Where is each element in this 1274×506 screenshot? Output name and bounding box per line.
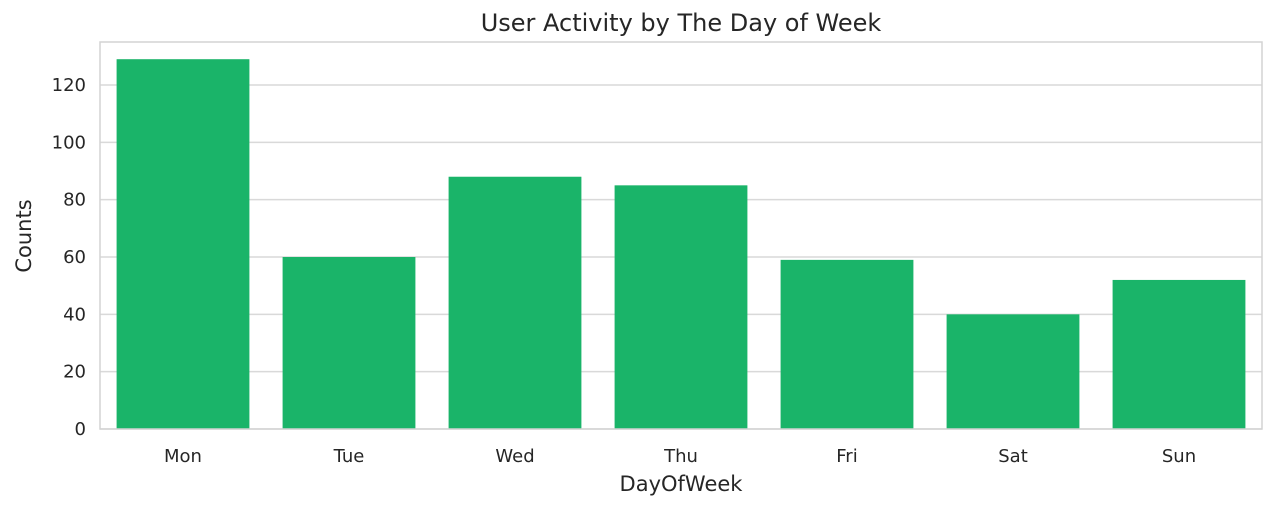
bar-fri [780,259,914,429]
y-tick-label: 0 [75,419,86,440]
y-tick-label: 20 [63,362,86,383]
chart-title: User Activity by The Day of Week [481,9,882,37]
x-tick-label: Sun [1162,446,1196,467]
bar-sat [946,314,1080,429]
x-tick-label: Tue [333,446,365,467]
x-tick-label: Fri [836,446,857,467]
bar-thu [614,185,748,429]
x-axis-label: DayOfWeek [620,472,744,496]
y-tick-label: 100 [52,132,86,153]
bar-sun [1112,279,1246,429]
bar-wed [448,176,582,429]
plot-frame [99,41,1263,430]
bar-mon [116,59,250,429]
bar-tue [282,257,416,429]
x-tick-label: Sat [998,446,1028,467]
y-tick-label: 80 [63,190,86,211]
y-tick-label: 120 [52,75,86,96]
x-tick-label: Thu [663,446,698,467]
x-tick-label: Mon [164,446,202,467]
bars [116,59,1246,429]
y-tick-label: 40 [63,304,86,325]
y-tick-label: 60 [63,247,86,268]
y-axis-label: Counts [12,199,36,272]
y-tick-labels: 0 20 40 60 80 100 120 [52,75,86,440]
x-tick-labels: Mon Tue Wed Thu Fri Sat Sun [164,446,1196,467]
x-tick-label: Wed [495,446,534,467]
